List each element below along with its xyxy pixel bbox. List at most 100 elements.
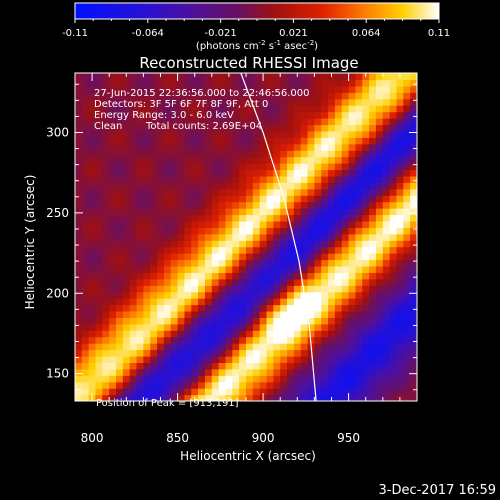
heatmap-cell — [75, 156, 83, 164]
heatmap-cell — [307, 272, 315, 280]
heatmap-cell — [143, 227, 151, 235]
heatmap-cell — [232, 208, 240, 216]
heatmap-cell — [198, 310, 206, 318]
heatmap-cell — [232, 394, 240, 401]
heatmap-cell — [321, 233, 329, 241]
heatmap-cell — [75, 349, 83, 357]
heatmap-cell — [204, 169, 213, 177]
heatmap-cell — [328, 272, 336, 280]
heatmap-cell — [102, 298, 110, 306]
heatmap-cell — [225, 285, 233, 293]
heatmap-cell — [341, 98, 350, 106]
heatmap-cell — [328, 298, 336, 306]
heatmap-cell — [369, 278, 377, 286]
heatmap-cell — [157, 137, 165, 145]
heatmap-cell — [403, 150, 411, 158]
heatmap-cell — [129, 285, 138, 293]
heatmap-cell — [109, 336, 117, 344]
heatmap-cell — [293, 298, 302, 306]
heatmap-cell — [382, 143, 391, 151]
heatmap-cell — [191, 278, 199, 286]
heatmap-cell — [232, 111, 240, 119]
heatmap-cell — [334, 291, 343, 299]
heatmap-cell — [163, 137, 172, 145]
heatmap-cell — [143, 323, 151, 331]
heatmap-cell — [95, 227, 103, 235]
heatmap-cell — [252, 98, 261, 106]
heatmap-cell — [403, 143, 411, 151]
heatmap-cell — [252, 214, 261, 222]
heatmap-cell — [328, 79, 336, 87]
heatmap-cell — [314, 130, 322, 138]
heatmap-cell — [389, 388, 398, 396]
heatmap-cell — [163, 118, 172, 126]
heatmap-cell — [143, 394, 151, 401]
heatmap-cell — [95, 278, 103, 286]
heatmap-cell — [252, 163, 261, 171]
heatmap-cell — [211, 188, 220, 196]
heatmap-cell — [191, 150, 199, 158]
heatmap-cell — [109, 156, 117, 164]
heatmap-cell — [410, 330, 417, 338]
heatmap-cell — [232, 336, 240, 344]
heatmap-cell — [170, 240, 179, 248]
heatmap-cell — [293, 368, 302, 376]
heatmap-cell — [314, 188, 322, 196]
heatmap-cell — [184, 253, 192, 261]
heatmap-cell — [218, 175, 227, 183]
heatmap-cell — [170, 92, 179, 100]
heatmap-cell — [396, 182, 404, 190]
heatmap-cell — [225, 227, 233, 235]
heatmap-cell — [198, 118, 206, 126]
heatmap-cell — [184, 285, 192, 293]
heatmap-cell — [102, 175, 110, 183]
heatmap-cell — [211, 362, 220, 370]
heatmap-cell — [102, 291, 110, 299]
heatmap-cell — [163, 298, 172, 306]
heatmap-cell — [81, 240, 90, 248]
heatmap-cell — [150, 73, 158, 81]
heatmap-cell — [341, 195, 350, 203]
heatmap-cell — [81, 92, 90, 100]
heatmap-cell — [334, 278, 343, 286]
heatmap-cell — [102, 169, 110, 177]
heatmap-cell — [334, 265, 343, 273]
heatmap-cell — [198, 124, 206, 132]
heatmap-cell — [293, 169, 302, 177]
heatmap-cell — [184, 304, 192, 312]
heatmap-cell — [218, 381, 227, 389]
heatmap-cell — [211, 285, 220, 293]
heatmap-cell — [232, 233, 240, 241]
heatmap-cell — [334, 381, 343, 389]
heatmap-cell — [232, 253, 240, 261]
heatmap-cell — [300, 278, 309, 286]
heatmap-cell — [328, 362, 336, 370]
heatmap-cell — [177, 291, 186, 299]
heatmap-cell — [143, 163, 151, 171]
heatmap-cell — [95, 343, 103, 351]
heatmap-cell — [177, 265, 186, 273]
heatmap-cell — [259, 169, 268, 177]
heatmap-cell — [75, 118, 83, 126]
heatmap-cell — [246, 182, 254, 190]
heatmap-cell — [389, 130, 398, 138]
heatmap-cell — [218, 227, 227, 235]
heatmap-cell — [307, 208, 315, 216]
heatmap-cell — [287, 317, 295, 325]
heatmap-cell — [129, 79, 138, 87]
heatmap-cell — [102, 92, 110, 100]
heatmap-cell — [328, 220, 336, 228]
heatmap-cell — [314, 272, 322, 280]
heatmap-cell — [328, 323, 336, 331]
heatmap-cell — [389, 323, 398, 331]
heatmap-cell — [116, 188, 124, 196]
heatmap-cell — [280, 118, 288, 126]
heatmap-cell — [211, 92, 220, 100]
heatmap-cell — [273, 349, 281, 357]
heatmap-cell — [246, 208, 254, 216]
heatmap-cell — [88, 265, 97, 273]
heatmap-cell — [362, 195, 370, 203]
heatmap-cell — [369, 336, 377, 344]
heatmap-cell — [328, 355, 336, 364]
